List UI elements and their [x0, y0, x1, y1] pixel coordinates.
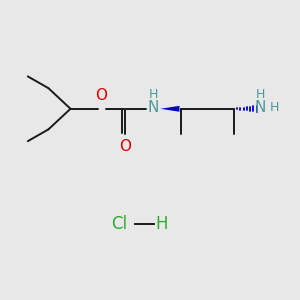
Text: H: H — [148, 88, 158, 100]
Text: O: O — [119, 139, 131, 154]
Text: H: H — [270, 101, 279, 114]
Text: O: O — [95, 88, 107, 104]
Text: N: N — [147, 100, 159, 115]
Polygon shape — [160, 106, 179, 112]
Text: H: H — [256, 88, 265, 100]
Text: N: N — [255, 100, 266, 115]
Text: H: H — [155, 214, 168, 232]
Text: Cl: Cl — [111, 214, 127, 232]
